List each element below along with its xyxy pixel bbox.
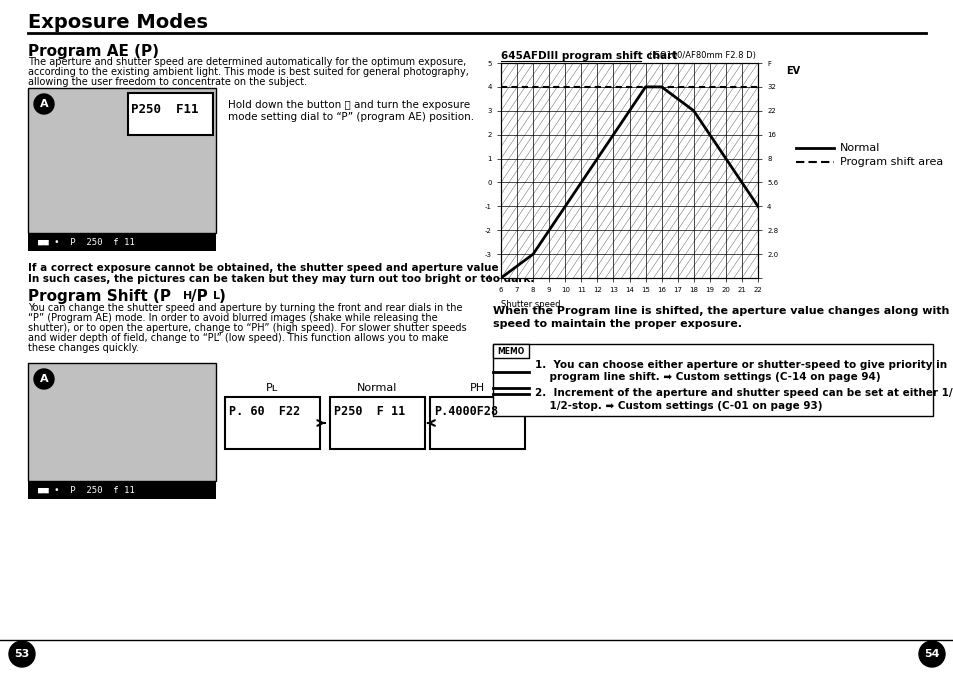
Text: 1.  You can choose either aperture or shutter-speed to give priority in: 1. You can choose either aperture or shu…: [535, 360, 946, 370]
Text: P. 60  F22: P. 60 F22: [229, 405, 300, 418]
Text: program line shift. ➡ Custom settings (C-14 on page 94): program line shift. ➡ Custom settings (C…: [535, 372, 880, 382]
Circle shape: [34, 369, 54, 389]
Text: L: L: [213, 291, 220, 301]
Bar: [28, 363, 215, 481]
Text: 1/2-stop. ➡ Custom settings (C-01 on page 93): 1/2-stop. ➡ Custom settings (C-01 on pag…: [535, 401, 821, 411]
Text: shutter), or to open the aperture, change to “PH” (high speed). For slower shutt: shutter), or to open the aperture, chang…: [28, 323, 466, 333]
Text: P250  F11: P250 F11: [131, 103, 198, 116]
Bar: [430, 397, 524, 449]
Text: according to the existing ambient light. This mode is best suited for general ph: according to the existing ambient light.…: [28, 67, 468, 77]
Text: Normal: Normal: [357, 383, 397, 393]
Text: H: H: [183, 291, 193, 301]
Text: mode setting dial to “P” (program AE) position.: mode setting dial to “P” (program AE) po…: [228, 112, 474, 122]
Text: You can change the shutter speed and aperture by turning the front and rear dial: You can change the shutter speed and ape…: [28, 303, 462, 313]
Text: ): ): [219, 289, 226, 304]
Text: “P” (Program AE) mode. In order to avoid blurred images (shake while releasing t: “P” (Program AE) mode. In order to avoid…: [28, 313, 437, 323]
Text: In such cases, the pictures can be taken but they may turn out too bright or too: In such cases, the pictures can be taken…: [28, 274, 534, 284]
Text: Program Shift (P: Program Shift (P: [28, 289, 171, 304]
Text: P.4000F28: P.4000F28: [434, 405, 497, 418]
Bar: [28, 88, 215, 233]
Text: If a correct exposure cannot be obtained, the shutter speed and aperture value b: If a correct exposure cannot be obtained…: [28, 263, 535, 273]
Circle shape: [9, 641, 35, 667]
Text: Normal: Normal: [840, 143, 880, 153]
Text: these changes quickly.: these changes quickly.: [28, 343, 139, 353]
Circle shape: [918, 641, 944, 667]
Text: 2.  Increment of the aperture and shutter speed can be set at either 1/3 or: 2. Increment of the aperture and shutter…: [535, 388, 953, 398]
Text: /P: /P: [191, 289, 208, 304]
Text: 645AFDIII program shift chart: 645AFDIII program shift chart: [500, 51, 677, 61]
Text: Exposure Modes: Exposure Modes: [28, 12, 208, 32]
Text: PH: PH: [470, 383, 484, 393]
Text: and wider depth of field, change to “PL” (low speed). This function allows you t: and wider depth of field, change to “PL”…: [28, 333, 448, 343]
Text: A: A: [40, 99, 49, 109]
Bar: [28, 481, 215, 499]
Text: ■■ •  P  250  f 11: ■■ • P 250 f 11: [38, 237, 134, 247]
Text: ■■ •  P  250  f 11: ■■ • P 250 f 11: [38, 485, 134, 495]
Bar: [493, 344, 932, 416]
Text: Pʟ: Pʟ: [266, 383, 278, 393]
Text: Program shift area: Program shift area: [840, 157, 943, 167]
Text: (ISO100/AF80mm F2.8 D): (ISO100/AF80mm F2.8 D): [648, 51, 755, 60]
Text: speed to maintain the proper exposure.: speed to maintain the proper exposure.: [493, 319, 741, 329]
Text: 54: 54: [923, 649, 939, 659]
Text: P250  F 11: P250 F 11: [334, 405, 405, 418]
Text: Program AE (P): Program AE (P): [28, 44, 159, 59]
Text: The aperture and shutter speed are determined automatically for the optimum expo: The aperture and shutter speed are deter…: [28, 57, 466, 67]
Text: Hold down the button Ⓐ and turn the exposure: Hold down the button Ⓐ and turn the expo…: [228, 100, 470, 110]
Text: MEMO: MEMO: [497, 347, 524, 356]
Bar: [28, 233, 215, 251]
Text: EV: EV: [785, 66, 800, 76]
Bar: [128, 93, 213, 135]
Text: A: A: [40, 374, 49, 384]
Bar: [225, 397, 319, 449]
Text: allowing the user freedom to concentrate on the subject.: allowing the user freedom to concentrate…: [28, 77, 307, 87]
Circle shape: [34, 94, 54, 114]
Text: When the Program line is shifted, the aperture value changes along with the shut: When the Program line is shifted, the ap…: [493, 306, 953, 316]
Text: 53: 53: [14, 649, 30, 659]
Text: Shutter speed: Shutter speed: [500, 300, 560, 309]
Bar: [493, 344, 529, 358]
Bar: [330, 397, 424, 449]
